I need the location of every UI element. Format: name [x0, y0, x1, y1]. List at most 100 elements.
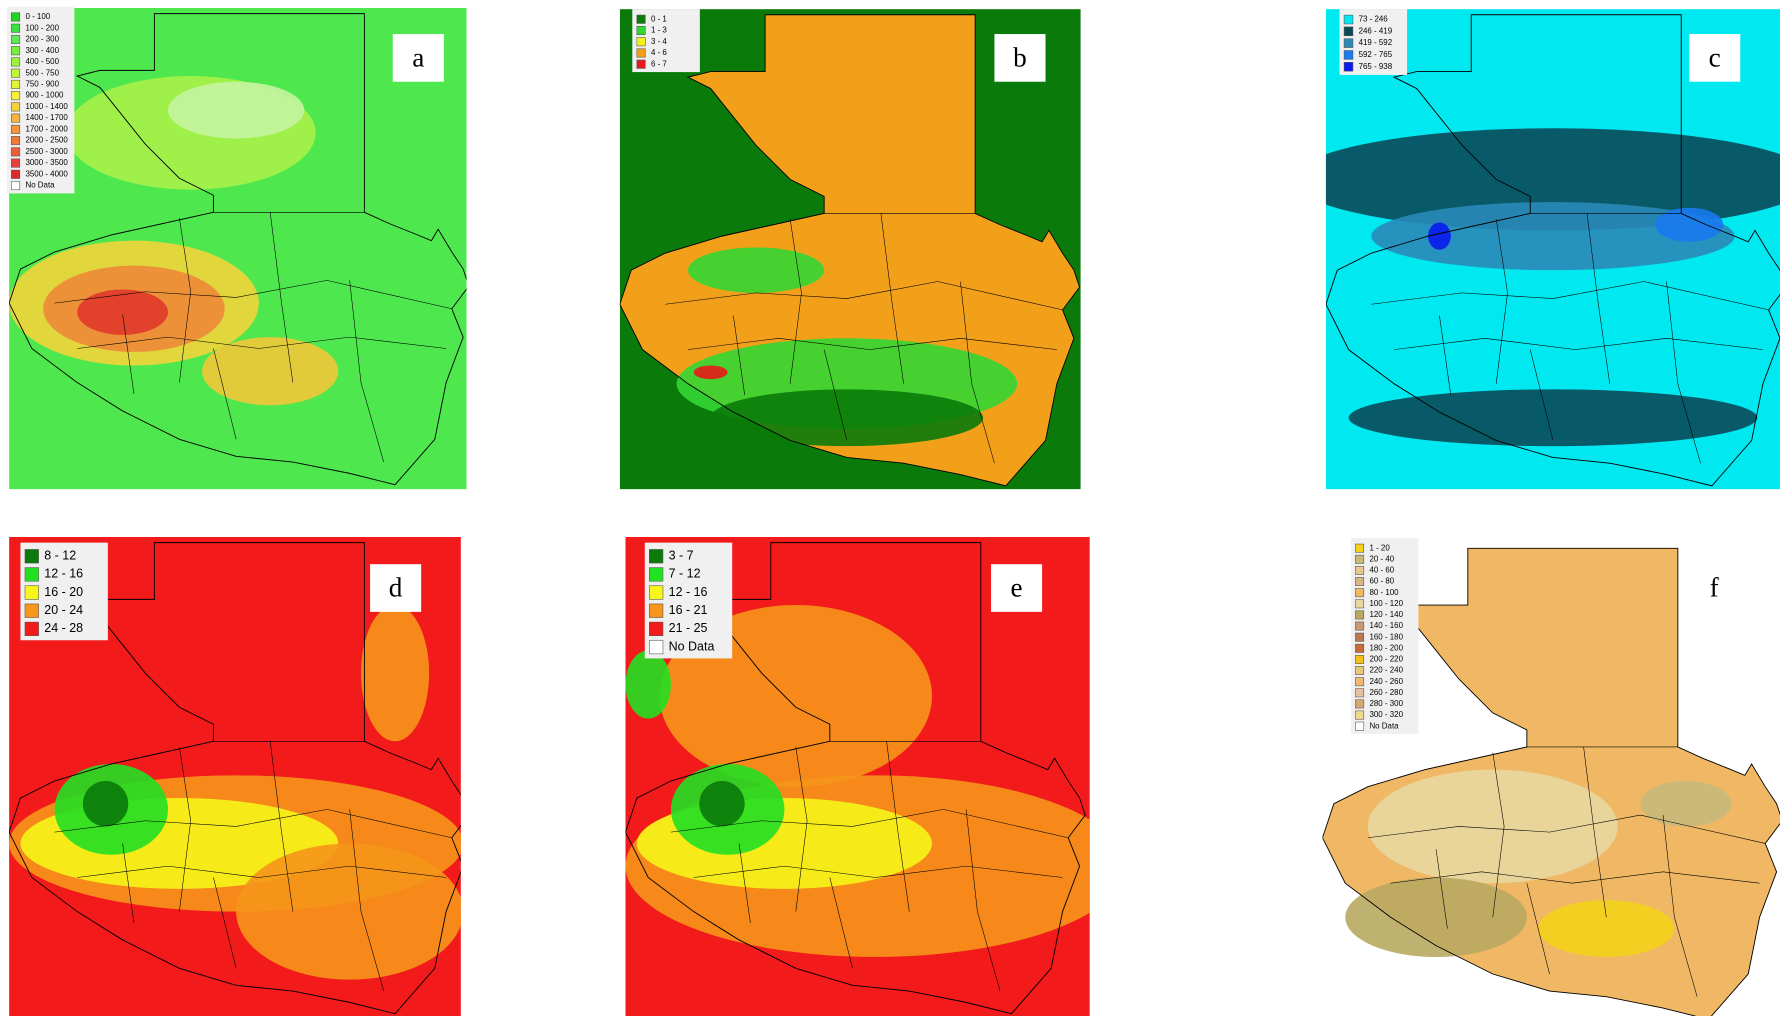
legend-label: 100 - 200 — [25, 23, 59, 32]
legend-label: 160 - 180 — [1369, 632, 1403, 641]
legend-swatch — [11, 35, 19, 43]
legend-label: 3000 - 3500 — [25, 158, 68, 167]
map-zone — [699, 781, 744, 826]
legend-label: 80 - 100 — [1369, 588, 1399, 597]
legend-label: 1400 - 1700 — [25, 113, 68, 122]
panel-label: d — [389, 573, 403, 603]
legend-label: 20 - 40 — [1369, 554, 1394, 563]
map-zone — [77, 289, 168, 334]
legend-swatch — [25, 604, 39, 618]
legend-swatch — [1355, 600, 1363, 608]
legend-label: 0 - 1 — [651, 14, 667, 23]
legend-swatch — [1355, 555, 1363, 563]
map-zone — [688, 247, 824, 292]
legend-swatch — [649, 586, 663, 600]
legend-swatch — [1355, 577, 1363, 585]
legend-swatch — [649, 604, 663, 618]
legend-swatch — [649, 568, 663, 582]
legend-swatch — [25, 568, 39, 582]
map-zone — [236, 843, 463, 979]
legend-swatch — [1355, 622, 1363, 630]
legend-swatch — [637, 49, 645, 57]
legend-swatch — [649, 640, 663, 654]
legend-label: 1000 - 1400 — [25, 102, 68, 111]
legend-swatch — [637, 26, 645, 34]
legend-swatch — [11, 148, 19, 156]
legend-label: 2000 - 2500 — [25, 136, 68, 145]
legend-swatch — [1355, 678, 1363, 686]
panel-label: a — [412, 42, 424, 72]
legend-label: 260 - 280 — [1369, 688, 1403, 697]
legend-swatch — [1355, 722, 1363, 730]
legend-label: 3 - 7 — [669, 549, 694, 563]
legend-label: 0 - 100 — [25, 12, 50, 21]
map-zone — [1655, 208, 1723, 242]
legend-swatch — [1355, 544, 1363, 552]
map-panel: 73 - 246246 - 419419 - 592592 - 765765 -… — [1292, 9, 1780, 489]
map-zone — [1640, 781, 1731, 826]
map-zone — [1345, 878, 1527, 957]
legend-swatch — [1355, 566, 1363, 574]
legend-label: 220 - 240 — [1369, 666, 1403, 675]
legend-swatch — [1355, 711, 1363, 719]
legend-label: 40 - 60 — [1369, 566, 1394, 575]
legend-label: 12 - 16 — [669, 585, 708, 599]
legend-swatch — [1344, 27, 1353, 36]
legend-label: 200 - 300 — [25, 35, 59, 44]
legend-swatch — [1355, 666, 1363, 674]
legend-label: 765 - 938 — [1359, 62, 1393, 71]
legend-swatch — [11, 13, 19, 21]
legend-label: 200 - 220 — [1369, 655, 1403, 664]
legend-label: 7 - 12 — [669, 567, 701, 581]
legend-swatch — [649, 549, 663, 563]
map-zone — [1349, 389, 1758, 446]
legend-swatch — [11, 159, 19, 167]
legend-label: 750 - 900 — [25, 79, 59, 88]
legend-label: 240 - 260 — [1369, 677, 1403, 686]
panel-label: b — [1013, 42, 1027, 72]
map-panel: 0 - 11 - 33 - 44 - 66 - 7b — [620, 9, 1081, 489]
map-zone — [625, 650, 670, 718]
legend-label: 592 - 765 — [1359, 50, 1393, 59]
legend-label: 1 - 3 — [651, 26, 667, 35]
legend-label: 419 - 592 — [1359, 38, 1393, 47]
legend-swatch — [11, 24, 19, 32]
map-panel: 3 - 77 - 1212 - 1616 - 2121 - 25No Datae — [625, 537, 1124, 1016]
legend-swatch — [25, 622, 39, 636]
legend-label: 900 - 1000 — [25, 91, 64, 100]
legend-label: 300 - 400 — [25, 46, 59, 55]
map-zone — [1538, 900, 1674, 957]
legend-label: 60 - 80 — [1369, 577, 1394, 586]
figure: 0 - 100100 - 200200 - 300300 - 400400 - … — [0, 0, 1780, 1016]
legend-label: 1700 - 2000 — [25, 124, 68, 133]
legend-label: 280 - 300 — [1369, 699, 1403, 708]
map-zone — [1428, 222, 1451, 249]
map-zone — [711, 389, 983, 446]
legend-swatch — [1355, 611, 1363, 619]
legend-swatch — [1344, 39, 1353, 48]
legend-label: No Data — [1369, 721, 1399, 730]
legend-swatch — [1355, 689, 1363, 697]
legend: 0 - 100100 - 200200 - 300300 - 400400 - … — [7, 7, 75, 194]
legend-label: 120 - 140 — [1369, 610, 1403, 619]
legend-swatch — [11, 103, 19, 111]
legend-swatch — [11, 58, 19, 66]
legend-swatch — [11, 80, 19, 88]
legend-label: 6 - 7 — [651, 59, 667, 68]
legend-swatch — [25, 586, 39, 600]
legend-swatch — [637, 38, 645, 46]
legend-swatch — [1344, 62, 1353, 71]
legend-swatch — [11, 91, 19, 99]
map-zone — [83, 781, 128, 826]
legend: 0 - 11 - 33 - 44 - 66 - 7 — [632, 9, 700, 72]
legend-swatch — [1355, 644, 1363, 652]
legend-label: 3500 - 4000 — [25, 169, 68, 178]
legend-swatch — [11, 46, 19, 54]
legend-label: 2500 - 3000 — [25, 147, 68, 156]
legend-label: 21 - 25 — [669, 621, 708, 635]
legend-label: 8 - 12 — [44, 549, 76, 563]
